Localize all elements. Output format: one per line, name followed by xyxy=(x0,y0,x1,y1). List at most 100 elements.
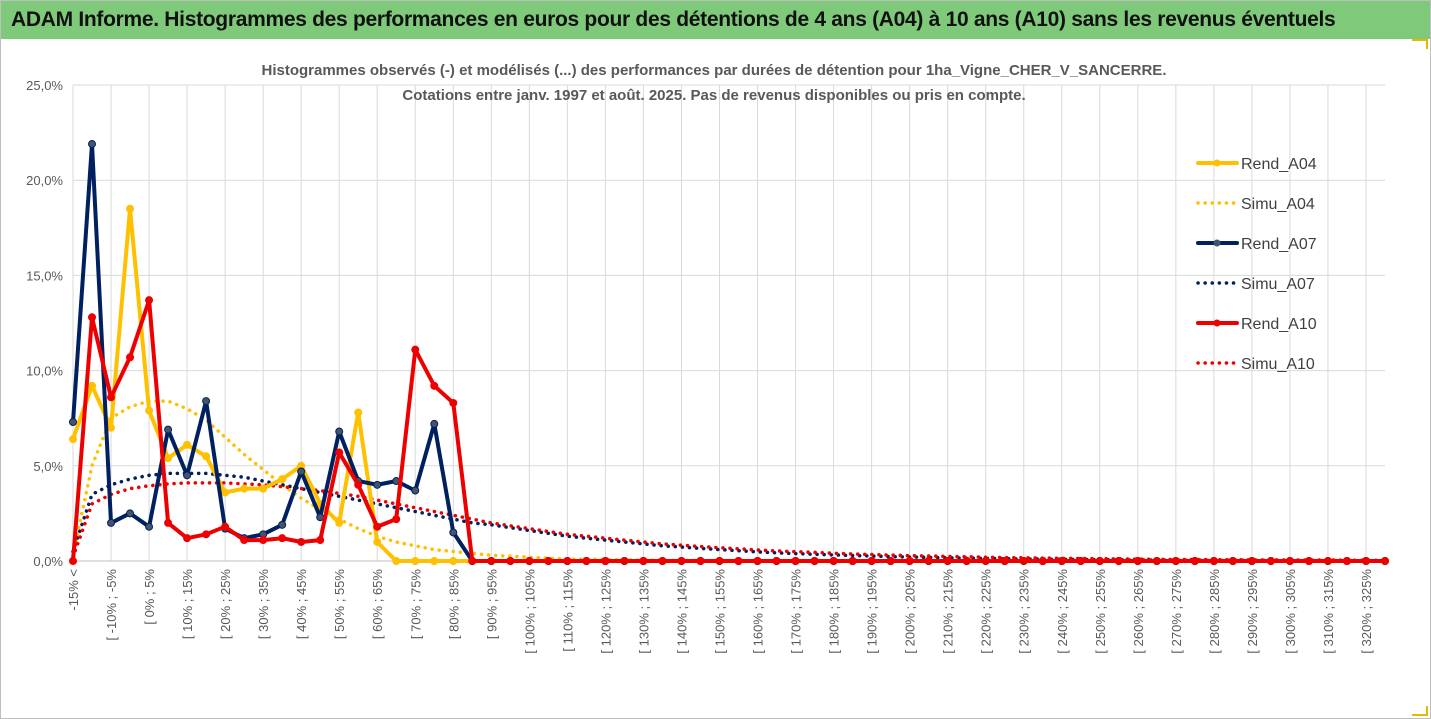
data-point-rend_a10 xyxy=(69,557,77,565)
data-point-rend_a04 xyxy=(202,452,211,461)
x-tick-label: [ 280% ; 285% xyxy=(1207,569,1222,654)
data-point-rend_a10 xyxy=(886,557,895,565)
x-tick-label: [ 190% ; 195% xyxy=(865,569,880,654)
data-point-rend_a04 xyxy=(278,475,287,484)
data-point-rend_a04 xyxy=(88,381,97,390)
data-point-rend_a04 xyxy=(335,518,344,527)
data-point-rend_a10 xyxy=(677,557,686,565)
data-point-rend_a10 xyxy=(962,557,971,565)
series-line-rend_a10 xyxy=(71,298,1387,563)
data-point-rend_a10 xyxy=(1304,557,1313,565)
series-line-simu_a10 xyxy=(71,481,1387,562)
legend-label: Simu_A10 xyxy=(1241,356,1315,373)
data-point-rend_a04 xyxy=(107,423,116,432)
x-tick-label: [ 240% ; 245% xyxy=(1055,569,1070,654)
data-point-rend_a10 xyxy=(145,296,154,305)
data-point-rend_a10 xyxy=(126,353,135,362)
x-tick-label: [ 110% ; 115% xyxy=(560,569,575,652)
x-tick-label: [ -10% ; -5% xyxy=(104,569,119,641)
x-tick-label: [ 160% ; 165% xyxy=(751,569,766,654)
data-point-rend_a04 xyxy=(449,557,458,565)
data-point-rend_a10 xyxy=(164,518,173,527)
y-tick-label: 25,0% xyxy=(26,78,63,93)
data-point-rend_a10 xyxy=(468,557,477,565)
series-line-rend_a04 xyxy=(71,206,1387,563)
data-point-rend_a04 xyxy=(430,557,439,565)
data-point-rend_a10 xyxy=(506,557,515,565)
chart-title-line-2: Cotations entre janv. 1997 et août. 2025… xyxy=(402,87,1025,104)
legend-marker xyxy=(1213,239,1221,247)
y-axis: 0,0% 5,0% 10,0% 15,0% 20,0% 25,0% xyxy=(26,78,63,569)
data-point-rend_a10 xyxy=(297,537,306,546)
data-point-rend_a10 xyxy=(449,398,458,407)
x-tick-label: [ 130% ; 135% xyxy=(636,569,651,654)
data-point-rend_a10 xyxy=(1323,557,1332,565)
legend-label: Simu_A07 xyxy=(1241,276,1315,293)
data-point-rend_a10 xyxy=(582,557,591,565)
data-point-rend_a10 xyxy=(1228,557,1237,565)
x-tick-label: [ 70% ; 75% xyxy=(408,569,423,640)
data-point-rend_a04 xyxy=(183,440,192,449)
data-point-rend_a10 xyxy=(715,557,724,565)
legend-label: Rend_A04 xyxy=(1241,156,1317,173)
data-point-rend_a07 xyxy=(145,522,154,531)
chart-title-line-1: Histogrammes observés (-) et modélisés (… xyxy=(262,62,1167,79)
x-tick-label: [ 180% ; 185% xyxy=(827,569,842,654)
x-axis: -15% < [ -10% ; -5% [ 0% ; 5% [ 10% ; 15% [ … xyxy=(66,560,1385,654)
data-point-rend_a10 xyxy=(1076,557,1085,565)
x-tick-label: [ 230% ; 235% xyxy=(1017,569,1032,654)
data-point-rend_a04 xyxy=(126,204,135,213)
data-point-rend_a10 xyxy=(88,313,97,322)
data-point-rend_a10 xyxy=(981,557,990,565)
data-point-rend_a10 xyxy=(1247,557,1256,565)
y-tick-label: 5,0% xyxy=(33,459,63,474)
data-point-rend_a10 xyxy=(354,480,363,489)
x-tick-label: [ 200% ; 205% xyxy=(903,569,918,654)
data-point-rend_a07 xyxy=(202,397,211,406)
data-point-rend_a10 xyxy=(1152,557,1161,565)
data-point-rend_a10 xyxy=(1361,557,1370,565)
x-tick-label: [ 0% ; 5% xyxy=(142,569,157,625)
report-title: ADAM Informe. Histogrammes des performan… xyxy=(11,8,1336,31)
legend-label: Simu_A04 xyxy=(1241,196,1315,213)
data-point-rend_a10 xyxy=(1266,557,1275,565)
y-tick-label: 0,0% xyxy=(33,554,63,569)
x-tick-label: [ 140% ; 145% xyxy=(674,569,689,654)
data-point-rend_a07 xyxy=(335,427,344,436)
data-point-rend_a10 xyxy=(829,557,838,565)
data-point-rend_a10 xyxy=(1381,557,1389,565)
data-point-rend_a07 xyxy=(88,140,97,149)
data-point-rend_a10 xyxy=(1171,557,1180,565)
data-point-rend_a10 xyxy=(1095,557,1104,565)
data-point-rend_a04 xyxy=(354,408,363,417)
x-tick-label: [ 40% ; 45% xyxy=(294,569,309,640)
data-point-rend_a10 xyxy=(202,530,211,539)
data-point-rend_a10 xyxy=(601,557,610,565)
data-point-rend_a10 xyxy=(487,557,496,565)
data-point-rend_a10 xyxy=(791,557,800,565)
x-tick-label: [ 30% ; 35% xyxy=(256,569,271,640)
x-tick-label: [ 120% ; 125% xyxy=(598,569,613,654)
data-point-rend_a10 xyxy=(221,522,230,531)
data-point-rend_a10 xyxy=(753,557,762,565)
grid-lines xyxy=(72,84,1385,562)
data-point-rend_a07 xyxy=(297,467,306,476)
data-point-rend_a10 xyxy=(658,557,667,565)
x-tick-label: [ 170% ; 175% xyxy=(789,569,804,654)
data-point-rend_a10 xyxy=(544,557,553,565)
data-point-rend_a07 xyxy=(107,518,116,527)
data-point-rend_a10 xyxy=(696,557,705,565)
data-point-rend_a10 xyxy=(1000,557,1009,565)
y-tick-label: 10,0% xyxy=(26,364,63,379)
x-tick-label: [ 300% ; 305% xyxy=(1283,569,1298,654)
y-tick-label: 15,0% xyxy=(26,268,63,283)
data-point-rend_a10 xyxy=(1209,557,1218,565)
data-point-rend_a04 xyxy=(259,484,268,493)
data-point-rend_a10 xyxy=(810,557,819,565)
data-point-rend_a10 xyxy=(411,345,420,354)
data-point-rend_a10 xyxy=(259,536,268,545)
x-tick-label: [ 260% ; 265% xyxy=(1131,569,1146,654)
data-point-rend_a10 xyxy=(107,393,116,402)
data-point-rend_a10 xyxy=(1133,557,1142,565)
data-point-rend_a10 xyxy=(1285,557,1294,565)
